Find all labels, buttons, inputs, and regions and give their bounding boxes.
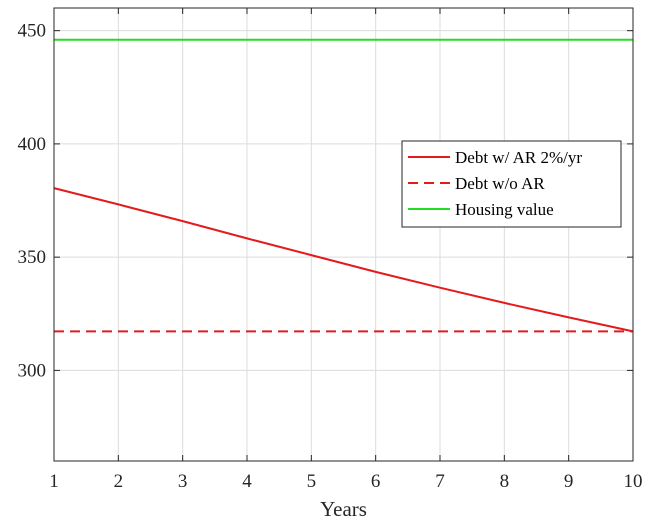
x-tick-label: 10 bbox=[624, 471, 643, 492]
x-axis-label: Years bbox=[320, 497, 367, 521]
x-tick-label: 9 bbox=[564, 471, 574, 492]
x-tick-label: 6 bbox=[371, 471, 381, 492]
series-lines bbox=[53, 38, 634, 333]
x-tick-label: 3 bbox=[178, 471, 188, 492]
y-tick-label: 350 bbox=[18, 247, 47, 268]
x-tick-label: 2 bbox=[114, 471, 124, 492]
legend-entry-label: Debt w/ AR 2%/yr bbox=[455, 148, 582, 167]
x-tick-label: 1 bbox=[49, 471, 59, 492]
x-tick-label: 5 bbox=[307, 471, 317, 492]
legend-entry-label: Housing value bbox=[455, 200, 554, 219]
legend-entry-label: Debt w/o AR bbox=[455, 174, 545, 193]
grid bbox=[53, 8, 634, 461]
axis-ticks: 1 2 3 4 5 6 7 8 9 10 300 350 400 450 bbox=[18, 8, 643, 492]
y-tick-label: 300 bbox=[18, 360, 47, 381]
series-line-1 bbox=[53, 187, 634, 333]
y-tick-label: 450 bbox=[18, 21, 47, 42]
legend: Debt w/ AR 2%/yr Debt w/o AR Housing value bbox=[401, 140, 622, 228]
x-tick-label: 7 bbox=[435, 471, 445, 492]
y-tick-label: 400 bbox=[18, 134, 47, 155]
x-tick-label: 4 bbox=[242, 471, 252, 492]
x-tick-label: 8 bbox=[500, 471, 510, 492]
legend-box bbox=[401, 140, 622, 228]
plot-area-frame bbox=[53, 7, 634, 462]
